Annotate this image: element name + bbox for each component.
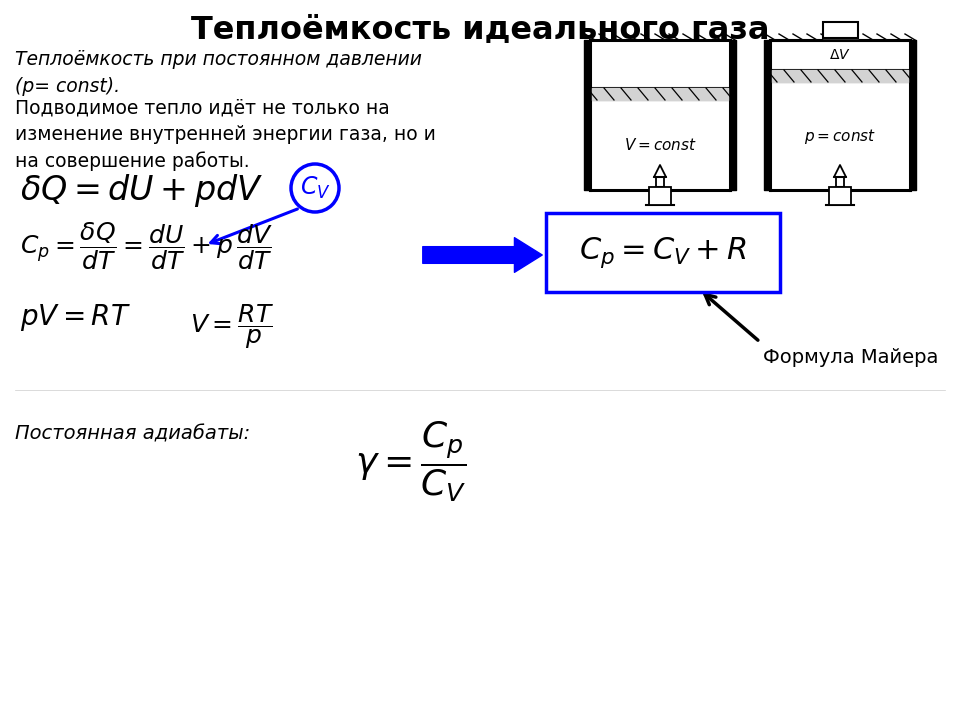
Text: $\gamma=\dfrac{C_p}{C_V}$: $\gamma=\dfrac{C_p}{C_V}$ [355,420,467,504]
FancyArrowPatch shape [422,238,542,272]
Text: $\delta Q=dU+pdV$: $\delta Q=dU+pdV$ [20,172,263,209]
Text: $pV=RT$: $pV=RT$ [20,302,131,333]
Text: Теплоёмкость идеального газа: Теплоёмкость идеального газа [191,15,769,46]
Bar [829,187,851,205]
Text: Подводимое тепло идёт не только на
изменение внутренней энергии газа, но и
на со: Подводимое тепло идёт не только на измен… [15,98,436,171]
Bar [649,187,671,205]
Text: $C_p=\dfrac{\delta Q}{dT}=\dfrac{dU}{dT}+p\,\dfrac{dV}{dT}$: $C_p=\dfrac{\delta Q}{dT}=\dfrac{dU}{dT}… [20,220,273,272]
Text: $C_V$: $C_V$ [300,175,330,201]
Text: $V=const$: $V=const$ [624,137,696,153]
FancyBboxPatch shape [546,213,780,292]
Text: Постоянная адиабаты:: Постоянная адиабаты: [15,425,251,444]
Text: $V=\dfrac{RT}{p}$: $V=\dfrac{RT}{p}$ [190,302,274,351]
Text: $\Delta V$: $\Delta V$ [829,48,851,62]
Bar [823,22,857,38]
Text: $C_p=C_V+R$: $C_p=C_V+R$ [579,235,747,270]
Text: $p=const$: $p=const$ [804,127,876,145]
Text: Теплоёмкость при постоянном давлении
(p= const).: Теплоёмкость при постоянном давлении (p=… [15,50,421,96]
Text: Формула Майера: Формула Майера [763,348,938,367]
